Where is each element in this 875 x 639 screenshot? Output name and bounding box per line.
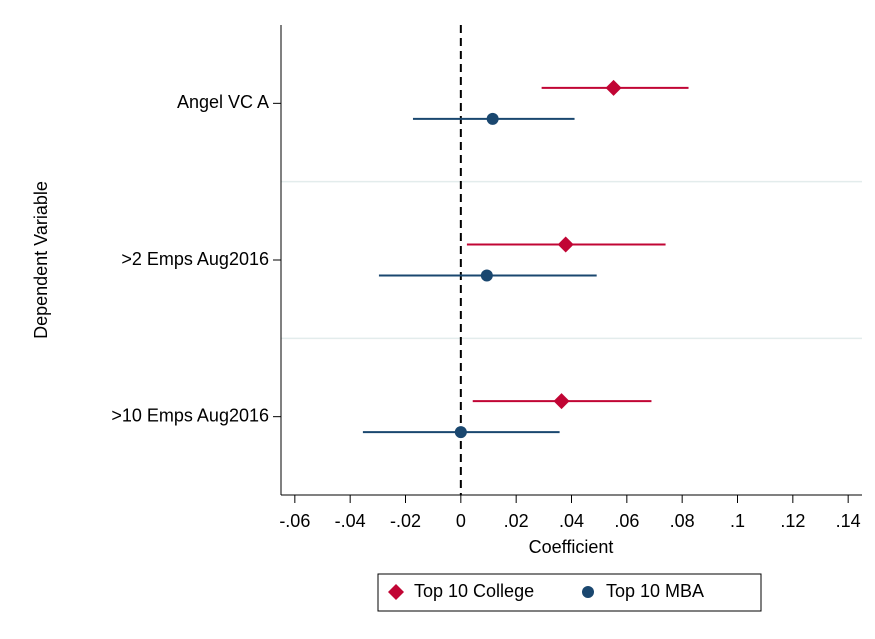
- legend-label: Top 10 College: [414, 581, 534, 601]
- x-axis-label: Coefficient: [529, 537, 614, 557]
- x-tick-label: -.02: [390, 511, 421, 531]
- x-tick-label: -.06: [279, 511, 310, 531]
- x-tick-label: .12: [780, 511, 805, 531]
- x-tick-label: .04: [559, 511, 584, 531]
- legend-label: Top 10 MBA: [606, 581, 704, 601]
- point: [480, 269, 493, 282]
- y-tick-label: Angel VC A: [177, 92, 269, 112]
- point: [553, 393, 570, 410]
- point: [557, 236, 574, 253]
- x-tick-label: .06: [614, 511, 639, 531]
- y-axis-label: Dependent Variable: [31, 181, 51, 339]
- x-tick-label: .02: [504, 511, 529, 531]
- y-tick-label: >2 Emps Aug2016: [121, 249, 269, 269]
- point: [486, 112, 499, 125]
- x-tick-label: .1: [730, 511, 745, 531]
- legend-box: [377, 573, 762, 612]
- x-tick-label: .14: [836, 511, 861, 531]
- point: [454, 426, 467, 439]
- point: [605, 79, 622, 96]
- x-tick-label: -.04: [335, 511, 366, 531]
- y-tick-label: >10 Emps Aug2016: [111, 405, 269, 425]
- legend-marker: [582, 586, 594, 598]
- legend-marker: [388, 584, 404, 600]
- x-tick-label: .08: [670, 511, 695, 531]
- x-tick-label: 0: [456, 511, 466, 531]
